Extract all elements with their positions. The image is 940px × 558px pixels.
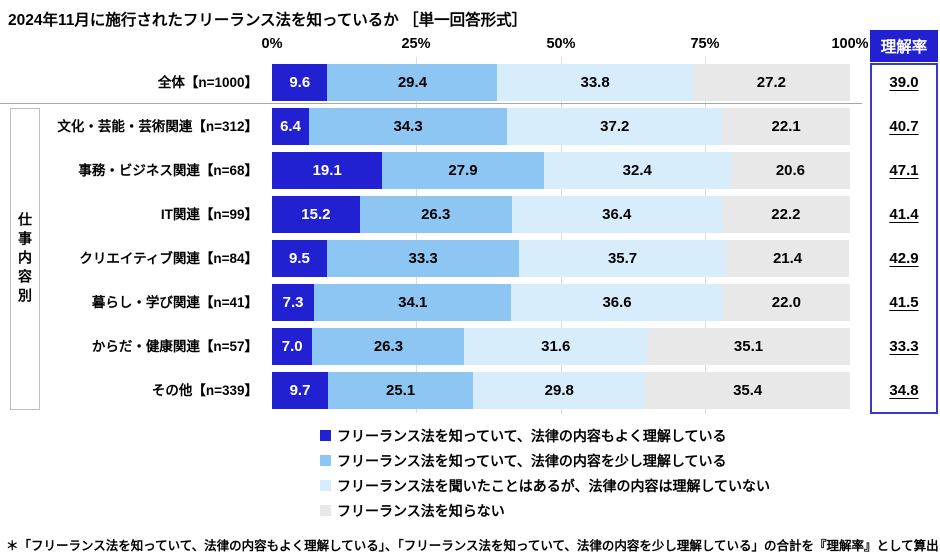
x-tick-50: 50%	[546, 36, 576, 52]
bar-segment: 29.8	[473, 372, 646, 409]
bar-segment: 22.0	[722, 284, 850, 321]
chart-title: 2024年11月に施行されたフリーランス法を知っているか ［単一回答形式］	[8, 12, 528, 29]
legend-swatch-well-understood-icon	[320, 430, 331, 441]
stacked-bar: 7.3 34.1 36.6 22.0	[272, 284, 850, 321]
understanding-rate-value: 41.5	[889, 294, 919, 311]
understanding-rate-value: 41.4	[889, 206, 919, 223]
chart-row: 事務・ビジネス関連【n=68】 19.1 27.9 32.4 20.6	[0, 152, 940, 189]
bar-segment: 15.2	[272, 196, 360, 233]
category-label: 全体【n=1000】	[157, 75, 258, 90]
chart-row: その他【n=339】 9.7 25.1 29.8 35.4	[0, 372, 940, 409]
legend-swatch-heard-not-understood-icon	[320, 480, 331, 491]
footnote: ＊「フリーランス法を知っていて、法律の内容もよく理解している」、「フリーランス法…	[6, 539, 939, 553]
bar-segment: 7.0	[272, 328, 313, 365]
legend-item: フリーランス法を聞いたことはあるが、法律の内容は理解していない	[320, 473, 770, 498]
gridline-25	[416, 57, 417, 413]
bar-segment: 35.7	[519, 240, 726, 277]
stacked-bar: 9.6 29.4 33.8 27.2	[272, 64, 850, 101]
understanding-rate-value: 42.9	[889, 250, 919, 267]
bar-segment: 29.4	[327, 64, 498, 101]
category-label: 事務・ビジネス関連【n=68】	[78, 163, 258, 178]
bar-segment: 32.4	[543, 152, 731, 189]
understanding-rate-value: 33.3	[889, 338, 919, 355]
category-label: からだ・健康関連【n=57】	[91, 339, 258, 354]
legend-label: フリーランス法を知っていて、法律の内容を少し理解している	[337, 452, 727, 469]
legend-swatch-unknown-icon	[320, 505, 331, 516]
bar-segment: 36.4	[511, 196, 722, 233]
chart-row: IT関連【n=99】 15.2 26.3 36.4 22.2	[0, 196, 940, 233]
understanding-rate-value: 40.7	[889, 118, 919, 135]
legend-label: フリーランス法を知っていて、法律の内容もよく理解している	[337, 427, 727, 444]
category-label: クリエイティブ関連【n=84】	[79, 251, 258, 266]
legend-item: フリーランス法を知っていて、法律の内容を少し理解している	[320, 448, 770, 473]
understanding-rate-value: 34.8	[889, 382, 919, 399]
bar-segment: 34.3	[308, 108, 508, 145]
understanding-rate-column	[870, 63, 938, 414]
bar-segment: 9.7	[272, 372, 329, 409]
stacked-bar: 9.5 33.3 35.7 21.4	[272, 240, 850, 277]
bar-segment: 33.3	[326, 240, 520, 277]
chart-row: クリエイティブ関連【n=84】 9.5 33.3 35.7 21.4	[0, 240, 940, 277]
legend-label: フリーランス法を知らない	[337, 502, 505, 519]
chart-row: 全体【n=1000】 9.6 29.4 33.8 27.2	[0, 64, 940, 101]
legend-item: フリーランス法を知っていて、法律の内容もよく理解している	[320, 423, 770, 448]
bar-segment: 20.6	[730, 152, 850, 189]
legend-swatch-somewhat-understood-icon	[320, 455, 331, 466]
stacked-bar: 19.1 27.9 32.4 20.6	[272, 152, 850, 189]
chart-row: 文化・芸能・芸術関連【n=312】 6.4 34.3 37.2 22.1	[0, 108, 940, 145]
x-tick-25: 25%	[401, 36, 431, 52]
bar-segment: 6.4	[272, 108, 309, 145]
understanding-rate-value: 47.1	[889, 162, 919, 179]
x-tick-100: 100%	[831, 36, 869, 52]
bar-segment: 26.3	[359, 196, 512, 233]
bar-segment: 22.2	[721, 196, 850, 233]
group-label-box: 仕事内容別	[10, 108, 40, 410]
bar-segment: 27.9	[382, 152, 544, 189]
stacked-bar: 15.2 26.3 36.4 22.2	[272, 196, 850, 233]
bar-segment: 25.1	[328, 372, 474, 409]
category-label: 文化・芸能・芸術関連【n=312】	[57, 119, 258, 134]
bar-segment: 35.4	[645, 372, 850, 409]
legend-label: フリーランス法を聞いたことはあるが、法律の内容は理解していない	[337, 477, 771, 494]
bar-segment: 9.6	[272, 64, 328, 101]
bar-segment: 36.6	[511, 284, 723, 321]
category-label: IT関連【n=99】	[160, 207, 258, 222]
legend: フリーランス法を知っていて、法律の内容もよく理解している フリーランス法を知って…	[320, 423, 770, 523]
stacked-bar: 6.4 34.3 37.2 22.1	[272, 108, 850, 145]
bar-segment: 27.2	[692, 64, 850, 101]
gridline-75	[705, 57, 706, 413]
bar-segment: 7.3	[272, 284, 315, 321]
stacked-bar: 9.7 25.1 29.8 35.4	[272, 372, 850, 409]
bar-segment: 34.1	[314, 284, 512, 321]
group-label: 仕事内容別	[17, 211, 33, 307]
total-vs-groups-divider	[0, 103, 862, 104]
understanding-rate-header: 理解率	[870, 30, 938, 62]
category-label: 暮らし・学び関連【n=41】	[91, 295, 258, 310]
bar-segment: 33.8	[497, 64, 693, 101]
bar-segment: 22.1	[722, 108, 850, 145]
x-tick-75: 75%	[690, 36, 720, 52]
chart-row: からだ・健康関連【n=57】 7.0 26.3 31.6 35.1	[0, 328, 940, 365]
stacked-bar: 7.0 26.3 31.6 35.1	[272, 328, 850, 365]
understanding-rate-value: 39.0	[889, 74, 919, 91]
bar-segment: 35.1	[647, 328, 850, 365]
gridline-50	[561, 57, 562, 413]
bar-segment: 37.2	[507, 108, 723, 145]
bar-segment: 31.6	[464, 328, 648, 365]
legend-item: フリーランス法を知らない	[320, 498, 770, 523]
bar-segment: 9.5	[272, 240, 327, 277]
chart-row: 暮らし・学び関連【n=41】 7.3 34.1 36.6 22.0	[0, 284, 940, 321]
bar-segment: 21.4	[725, 240, 850, 277]
category-label: その他【n=339】	[151, 383, 258, 398]
x-tick-0: 0%	[261, 36, 283, 52]
bar-segment: 26.3	[312, 328, 465, 365]
bar-segment: 19.1	[272, 152, 383, 189]
